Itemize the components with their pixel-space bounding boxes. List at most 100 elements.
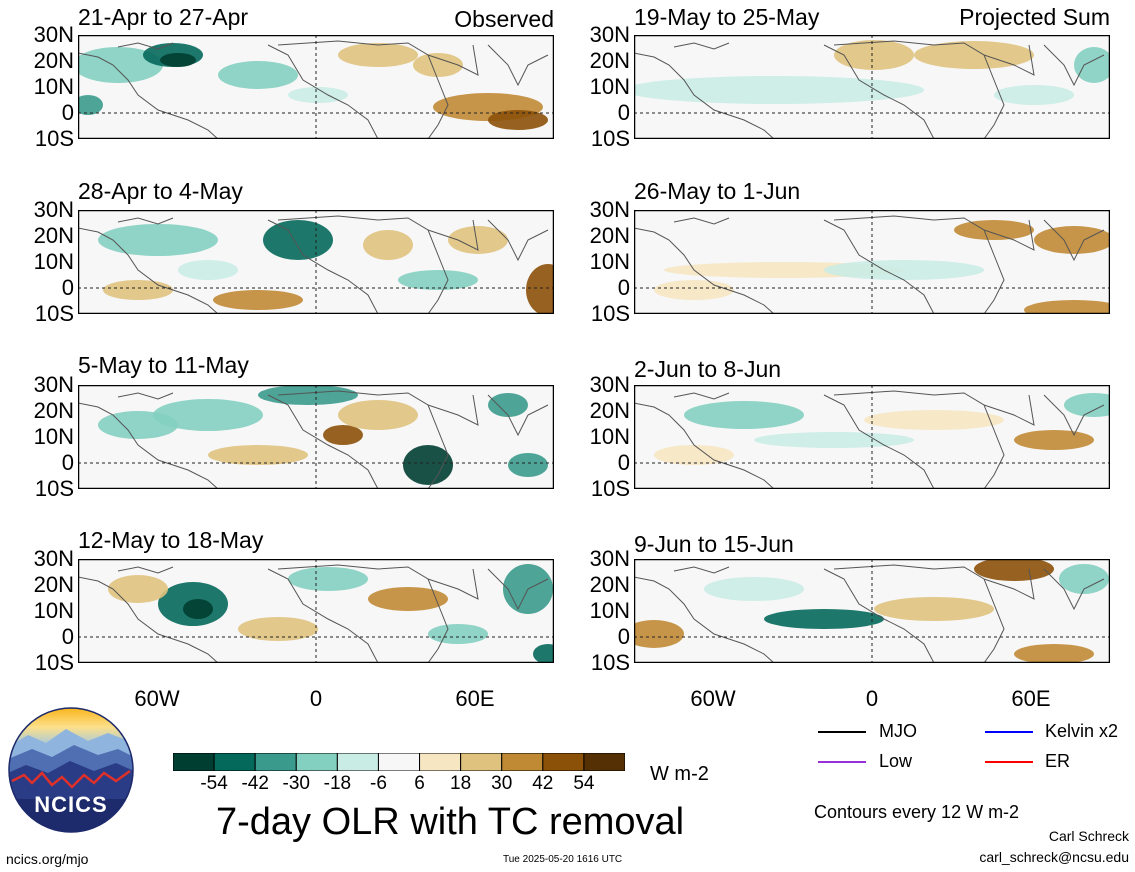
colorbar-tick-label: -6 xyxy=(370,773,387,794)
map-observed-1 xyxy=(78,35,554,139)
lon-label-0-left: 0 xyxy=(309,686,323,711)
lat-label-10s-left-row2: 10S xyxy=(34,301,74,326)
colorbar-swatch xyxy=(542,752,585,772)
colorbar-tick-label: -42 xyxy=(241,773,269,794)
projected-panel-3-title: 2-Jun to 8-Jun xyxy=(634,356,782,382)
contours-note: Contours every 12 W m-2 xyxy=(814,802,1020,822)
source-url[interactable]: ncics.org/mjo xyxy=(6,851,89,867)
observed-panel-1-title: 21-Apr to 27-Apr xyxy=(78,4,249,30)
legend-low-label: Low xyxy=(879,751,913,771)
map-observed-3 xyxy=(78,385,554,489)
observed-tag: Observed xyxy=(454,6,554,32)
colorbar-tick-label: 54 xyxy=(573,773,595,794)
colorbar-swatch xyxy=(336,752,379,772)
colorbar-swatch xyxy=(460,752,503,772)
colorbar-tick-label: -18 xyxy=(323,773,352,794)
author-email: carl_schreck@ncsu.edu xyxy=(979,849,1129,865)
lon-label-60w-right: 60W xyxy=(690,686,736,711)
lat-label-20n-right-row2: 20N xyxy=(589,223,630,248)
colorbar-swatch xyxy=(295,752,338,772)
lat-label-20n-left-row2: 20N xyxy=(33,223,74,248)
colorbar-swatch xyxy=(213,752,256,772)
colorbar-swatch xyxy=(377,752,421,772)
timestamp: Tue 2025-05-20 1616 UTC xyxy=(503,854,623,865)
lon-label-0-right: 0 xyxy=(865,686,879,711)
lat-label-10n-right-row4: 10N xyxy=(589,598,630,623)
colorbar-swatch xyxy=(583,752,626,772)
lat-label-10s-right-row3: 10S xyxy=(590,476,630,501)
lat-label-0-right-row3: 0 xyxy=(617,450,630,475)
legend-kelvin-label: Kelvin x2 xyxy=(1045,721,1119,741)
legend-mjo-line xyxy=(818,731,866,733)
lat-label-30n-right-row2: 30N xyxy=(589,197,630,222)
figure-title: 7-day OLR with TC removal xyxy=(216,801,685,843)
colorbar-unit: W m-2 xyxy=(650,763,709,785)
legend-er-label: ER xyxy=(1045,751,1071,771)
lat-label-10n-right-row1: 10N xyxy=(589,74,630,99)
lon-label-60e-left: 60E xyxy=(455,686,495,711)
lat-label-20n-right-row4: 20N xyxy=(589,572,630,597)
observed-panel-2-title: 28-Apr to 4-May xyxy=(78,178,243,204)
lat-label-30n-left-row2: 30N xyxy=(33,197,74,222)
lat-label-0-left-row1: 0 xyxy=(61,100,74,125)
projected-tag: Projected Sum xyxy=(959,4,1110,30)
ncics-logo-text: NCICS xyxy=(34,792,108,817)
lat-label-0-left-row2: 0 xyxy=(61,275,74,300)
lat-label-10n-left-row1: 10N xyxy=(33,74,74,99)
colorbar xyxy=(172,752,626,772)
lat-label-0-right-row4: 0 xyxy=(617,624,630,649)
colorbar-tick-label: 6 xyxy=(414,773,425,794)
lat-label-20n-left-row1: 20N xyxy=(33,48,74,73)
lat-label-20n-left-row3: 20N xyxy=(33,398,74,423)
map-projected-3 xyxy=(634,385,1110,489)
colorbar-swatch xyxy=(419,752,462,772)
lat-label-10s-left-row1: 10S xyxy=(34,126,74,151)
lat-label-30n-right-row4: 30N xyxy=(589,546,630,571)
lat-label-30n-right-row3: 30N xyxy=(589,372,630,397)
colorbar-tick-label: 42 xyxy=(532,773,554,794)
colorbar-tick-label: -54 xyxy=(200,773,228,794)
lat-label-10n-right-row2: 10N xyxy=(589,249,630,274)
lat-label-20n-right-row3: 20N xyxy=(589,398,630,423)
lat-label-10s-left-row4: 10S xyxy=(34,650,74,675)
lat-label-10s-right-row2: 10S xyxy=(590,301,630,326)
legend-er-line xyxy=(985,761,1033,763)
map-projected-2 xyxy=(634,210,1110,314)
lat-label-0-right-row1: 0 xyxy=(617,100,630,125)
lat-label-30n-left-row3: 30N xyxy=(33,372,74,397)
lat-label-20n-left-row4: 20N xyxy=(33,572,74,597)
lat-label-30n-right-row1: 30N xyxy=(589,22,630,47)
colorbar-tick-label: 30 xyxy=(491,773,513,794)
lat-label-0-right-row2: 0 xyxy=(617,275,630,300)
projected-panel-4-title: 9-Jun to 15-Jun xyxy=(634,531,794,557)
lat-label-0-left-row3: 0 xyxy=(61,450,74,475)
lon-label-60w-left: 60W xyxy=(134,686,180,711)
lat-label-20n-right-row1: 20N xyxy=(589,48,630,73)
legend-mjo-label: MJO xyxy=(879,721,917,741)
colorbar-swatch xyxy=(254,752,297,772)
map-observed-4 xyxy=(78,559,554,663)
lat-label-0-left-row4: 0 xyxy=(61,624,74,649)
lat-label-10s-right-row4: 10S xyxy=(590,650,630,675)
projected-panel-1-title: 19-May to 25-May xyxy=(634,4,820,30)
ncics-logo: NCICS xyxy=(8,707,134,833)
colorbar-tick-label: 18 xyxy=(450,773,472,794)
lat-label-10n-right-row3: 10N xyxy=(589,424,630,449)
legend-low-line xyxy=(818,761,866,763)
map-projected-4 xyxy=(634,559,1110,663)
legend-kelvin-line xyxy=(985,731,1033,733)
observed-panel-4-title: 12-May to 18-May xyxy=(78,527,264,553)
observed-panel-3-title: 5-May to 11-May xyxy=(78,352,249,378)
projected-panel-2-title: 26-May to 1-Jun xyxy=(634,178,801,204)
colorbar-tick-label: -30 xyxy=(282,773,310,794)
lat-label-10n-left-row4: 10N xyxy=(33,598,74,623)
lat-label-10n-left-row2: 10N xyxy=(33,249,74,274)
colorbar-swatch xyxy=(172,752,215,772)
map-projected-1 xyxy=(634,35,1110,139)
lat-label-10n-left-row3: 10N xyxy=(33,424,74,449)
lon-label-60e-right: 60E xyxy=(1011,686,1051,711)
colorbar-swatch xyxy=(501,752,544,772)
lat-label-30n-left-row4: 30N xyxy=(33,546,74,571)
lat-label-10s-left-row3: 10S xyxy=(34,476,74,501)
lat-label-30n-left-row1: 30N xyxy=(33,22,74,47)
